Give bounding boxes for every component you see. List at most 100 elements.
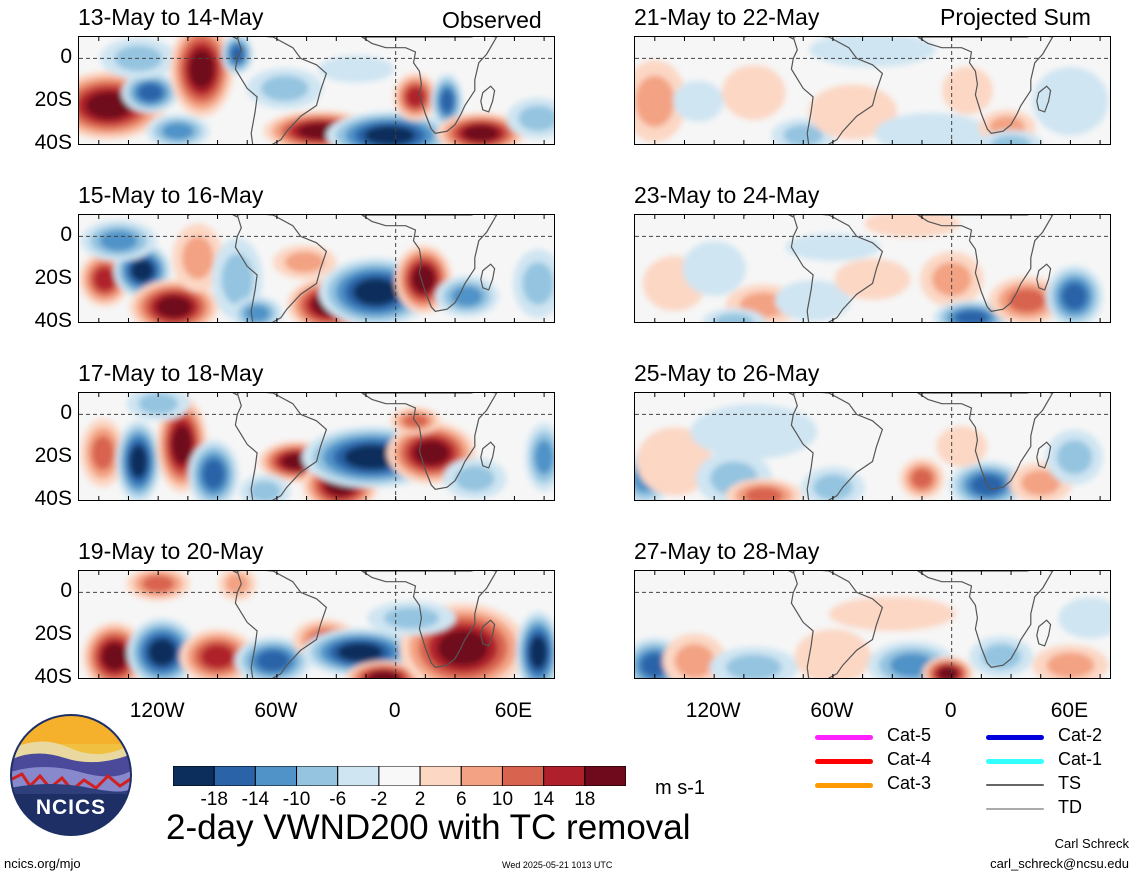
anomaly-contour: [138, 393, 178, 415]
south-america-outline: [790, 571, 884, 678]
legend-line-swatch: [986, 735, 1044, 740]
anomaly-contour: [200, 644, 235, 669]
central-america-outline: [187, 393, 238, 396]
anomaly-contour: [189, 49, 215, 89]
anomaly-contour: [640, 653, 669, 678]
africa-outline: [360, 571, 498, 668]
x-tick-label: 120W: [685, 699, 741, 722]
colorbar-tick-label: -14: [241, 789, 270, 810]
anomaly-contour: [85, 91, 132, 120]
central-america-outline: [743, 571, 794, 574]
panel-title: 17-May to 18-May: [78, 360, 264, 386]
map-panel-p1: [78, 36, 555, 145]
anomaly-contour: [182, 236, 214, 280]
anomaly-contour: [783, 124, 823, 144]
colorbar-swatch: [254, 765, 298, 787]
anomaly-contour: [162, 122, 194, 140]
anomaly-contour: [864, 215, 960, 238]
map-panel-p5: [634, 36, 1111, 145]
map-panel-p8: [634, 570, 1111, 679]
africa-outline: [360, 37, 498, 134]
anomaly-contour: [722, 65, 786, 120]
africa-outline: [916, 571, 1054, 668]
legend-item: Cat-2: [986, 725, 1126, 746]
panel-title: 25-May to 26-May: [634, 360, 820, 386]
map-canvas: [635, 37, 1110, 144]
madagascar-outline: [1036, 263, 1052, 291]
africa-outline: [916, 37, 1054, 134]
colorbar-swatch: [337, 765, 380, 787]
anomaly-contour: [412, 265, 435, 293]
anomaly-contour: [529, 635, 548, 669]
legend-label: Cat-4: [887, 749, 932, 769]
legend-label: Cat-3: [887, 773, 932, 793]
legend-label: TD: [1058, 797, 1082, 817]
anomaly-contour: [221, 253, 254, 305]
y-tick-label: 40S: [34, 309, 72, 332]
anomaly-contour: [261, 75, 309, 102]
south-america-outline: [790, 37, 884, 144]
colorbar-tick-label: -10: [282, 789, 311, 810]
x-tick-label: 60W: [810, 699, 854, 722]
anomaly-contour: [674, 643, 715, 678]
madagascar-outline: [1036, 441, 1052, 469]
anomaly-contour: [156, 296, 192, 318]
anomaly-contour: [440, 89, 454, 114]
legend-line-swatch: [815, 783, 873, 788]
central-america-outline: [187, 571, 238, 574]
anomaly-contour: [809, 37, 936, 67]
central-america-outline: [187, 37, 238, 40]
map-panel-p6: [634, 214, 1111, 323]
legend-label: Cat-5: [887, 725, 932, 745]
africa-outline: [360, 393, 498, 490]
south-america-outline: [234, 37, 328, 144]
map-canvas: [79, 393, 554, 500]
anomaly-contour: [1032, 67, 1109, 136]
anomaly-contour: [936, 426, 987, 467]
anomaly-contour: [829, 596, 956, 631]
south-america-outline: [234, 571, 328, 678]
anomaly-contour: [93, 267, 116, 292]
anomaly-contour: [682, 241, 746, 296]
y-tick-label: 20S: [34, 88, 72, 112]
anomaly-contour: [142, 575, 174, 593]
logo-text: NCICS: [35, 796, 107, 819]
map-panel-p4: [78, 570, 555, 679]
panel-title: 27-May to 28-May: [634, 538, 820, 564]
africa-outline: [916, 215, 1054, 312]
anomaly-contour: [284, 251, 325, 273]
colorbar-tick-label: 6: [455, 789, 467, 810]
map-panel-p3: [78, 392, 555, 501]
legend-line-swatch: [986, 784, 1044, 786]
y-tick-label: 0: [60, 45, 72, 69]
legend-line-swatch: [815, 759, 873, 764]
projected-sum-label: Projected Sum: [940, 4, 1091, 30]
y-tick-label: 20S: [34, 622, 72, 646]
south-america-outline: [790, 393, 884, 500]
anomaly-contour: [636, 427, 713, 496]
y-tick-label: 0: [60, 579, 72, 603]
anomaly-contour: [635, 75, 675, 127]
y-tick-label: 0: [60, 401, 72, 425]
map-panel-p2: [78, 214, 555, 323]
legend-line-swatch: [986, 759, 1044, 764]
footer-timestamp: Wed 2025-05-21 1013 UTC: [502, 860, 613, 870]
anomaly-contour: [455, 465, 495, 492]
anomaly-contour: [225, 573, 250, 595]
anomaly-contour: [437, 630, 489, 666]
africa-outline: [916, 393, 1054, 490]
anomaly-contour: [148, 638, 176, 666]
colorbar-tick-label: 18: [574, 789, 596, 810]
anomaly-contour: [171, 425, 192, 464]
x-tick-label: 60E: [494, 699, 533, 722]
anomaly-contour: [99, 230, 138, 251]
colorbar: [172, 765, 627, 787]
anomaly-contour: [673, 80, 724, 122]
anomaly-contour: [874, 112, 989, 144]
ncics-logo: NCICS: [10, 714, 132, 836]
anomaly-contour: [353, 278, 399, 306]
observed-label: Observed: [442, 7, 542, 33]
anomaly-contour: [690, 404, 818, 459]
colorbar-swatch: [172, 765, 215, 787]
anomaly-contour: [518, 105, 554, 132]
